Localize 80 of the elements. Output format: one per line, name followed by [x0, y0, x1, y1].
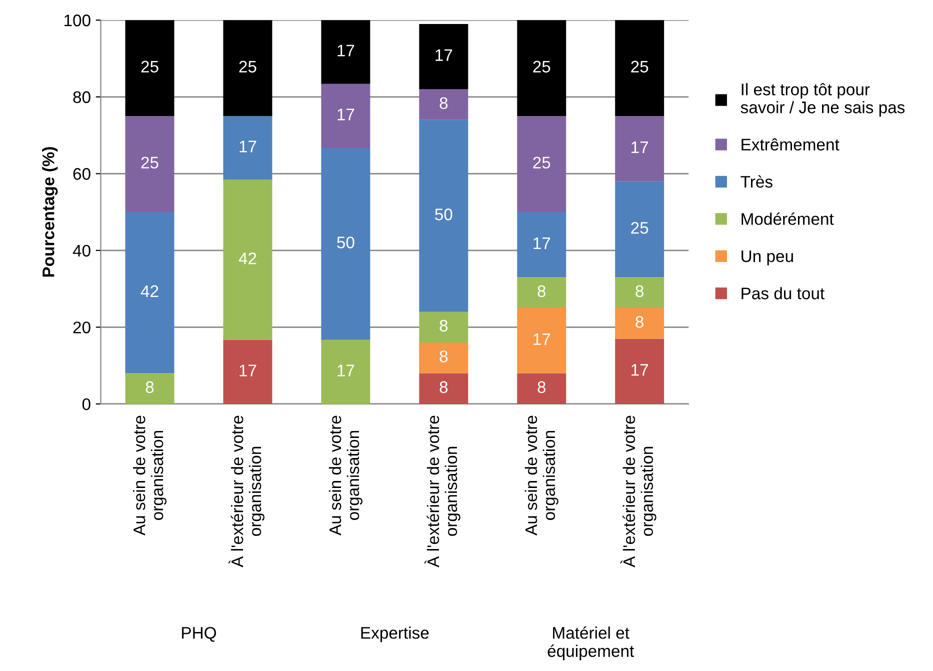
bar — [419, 120, 468, 312]
data-label: 17 — [240, 140, 256, 152]
bar — [125, 212, 174, 374]
data-label: 50 — [337, 236, 354, 248]
bar — [419, 24, 468, 90]
legend-label: Extrêmement — [742, 138, 840, 151]
data-label: 25 — [239, 60, 256, 73]
y-tick-label: 80 — [73, 91, 90, 104]
bar — [125, 20, 174, 116]
data-label: 8 — [440, 320, 448, 332]
bar — [517, 277, 566, 308]
bar — [615, 181, 664, 278]
legend-label: Pas du tout — [742, 287, 825, 300]
text: PHQ — [182, 626, 216, 642]
x-tick-label: Au sein de votre organisation — [133, 416, 166, 536]
bar — [419, 312, 468, 343]
x-tick-label: À l'extérieur de votre organisation — [424, 416, 460, 568]
bar — [517, 116, 566, 212]
data-label: 8 — [636, 316, 644, 328]
x-tick-label: À l'extérieur de votre organisation — [620, 416, 656, 568]
data-label: 17 — [338, 44, 354, 56]
data-label: 8 — [636, 285, 644, 298]
bar — [517, 373, 566, 404]
bar — [223, 20, 272, 116]
y-tick-label: 100 — [64, 14, 90, 26]
data-label: 8 — [440, 97, 448, 110]
bar — [615, 20, 664, 116]
bar — [419, 373, 468, 404]
data-label: 8 — [146, 381, 154, 394]
data-label: 17 — [338, 364, 354, 376]
bar — [615, 277, 664, 308]
legend-label: Très — [740, 175, 772, 188]
bar — [321, 84, 370, 148]
bar — [321, 148, 370, 340]
data-label: 25 — [533, 156, 550, 169]
data-label: 17 — [338, 108, 354, 120]
data-label: 25 — [141, 60, 158, 73]
y-tick-label: 0 — [82, 398, 90, 410]
data-label: 42 — [238, 252, 256, 264]
bar — [419, 89, 468, 120]
data-label: 25 — [141, 156, 158, 169]
data-label: 25 — [631, 60, 648, 73]
y-tick-label: 40 — [72, 244, 90, 257]
data-label: 8 — [440, 350, 448, 362]
bar — [321, 20, 370, 84]
bar — [517, 308, 566, 374]
legend-label: Il est trop tôt pour savoir / Je ne sais pas — [740, 83, 905, 117]
data-label: 50 — [435, 208, 452, 220]
bar — [615, 116, 664, 182]
data-label: 25 — [631, 222, 648, 234]
y-tick-label: 20 — [73, 322, 90, 334]
y-tick-label: 60 — [73, 168, 90, 180]
data-label: 17 — [436, 49, 452, 61]
x-tick-label: À l'extérieur de votre organisation — [228, 416, 264, 568]
bar — [517, 20, 566, 116]
data-label: 17 — [632, 364, 648, 376]
text: Expertise — [361, 626, 429, 642]
bar — [419, 342, 468, 374]
data-label: 17 — [632, 142, 648, 154]
bar — [517, 212, 566, 278]
data-label: 42 — [140, 285, 158, 297]
bar — [125, 373, 174, 404]
data-label: 17 — [240, 364, 256, 376]
y-axis-title: Pourcentage (%) — [42, 147, 58, 277]
legend-label: Un peu — [742, 250, 793, 266]
bar — [321, 340, 370, 404]
legend-label: Modérément — [742, 212, 834, 225]
data-label: 8 — [538, 285, 546, 298]
bar — [223, 340, 272, 404]
bar — [125, 116, 174, 212]
bar — [615, 308, 664, 339]
data-label: 17 — [534, 333, 550, 345]
text: Matériel et équipement — [548, 626, 634, 660]
data-label: 25 — [533, 60, 550, 73]
bar — [223, 116, 272, 180]
bar — [615, 338, 664, 404]
bar — [223, 180, 272, 340]
data-label: 8 — [440, 381, 448, 394]
data-label: 8 — [538, 381, 546, 394]
data-label: 17 — [534, 238, 550, 249]
